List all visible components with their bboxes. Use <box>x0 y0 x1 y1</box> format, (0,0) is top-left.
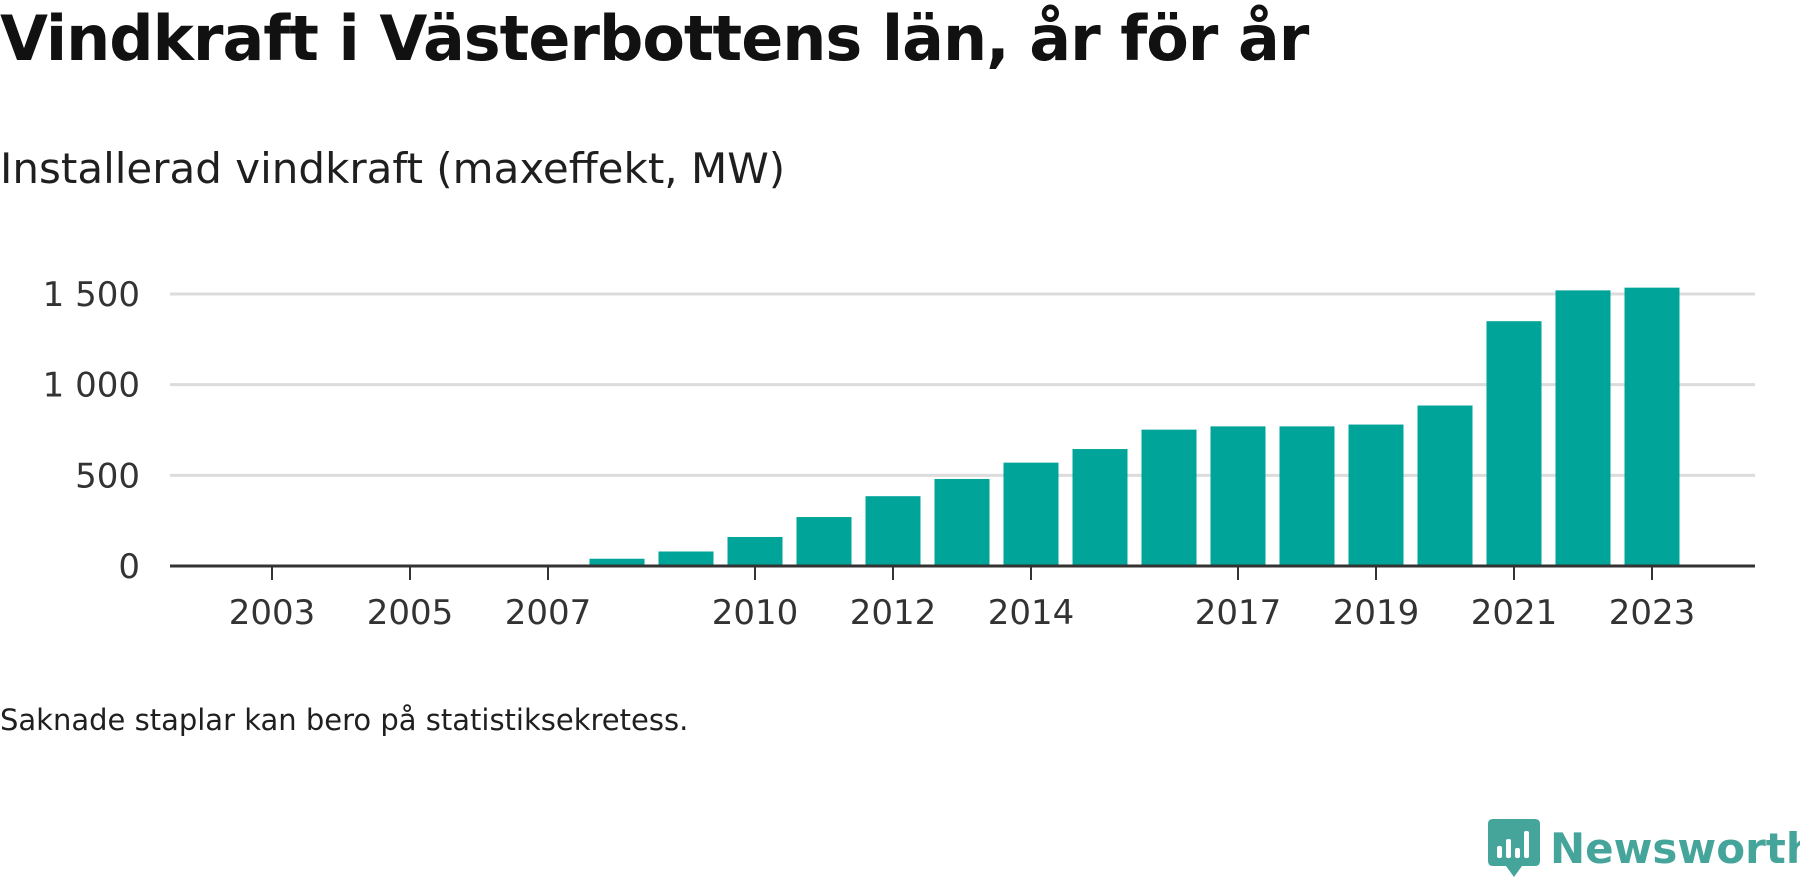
y-tick-label: 0 <box>118 547 140 587</box>
x-tick-label: 2014 <box>988 593 1075 633</box>
x-tick-label: 2003 <box>229 593 316 633</box>
bar-2013 <box>934 478 990 566</box>
bar-2008 <box>589 558 645 566</box>
bar-2009 <box>658 551 714 566</box>
brand-logo: Newsworthy <box>1488 819 1800 879</box>
bars <box>589 287 1680 566</box>
y-tick-label: 1 500 <box>43 275 140 315</box>
footnote: Saknade staplar kan bero på statistiksek… <box>0 703 689 737</box>
x-tick-label: 2005 <box>367 593 454 633</box>
bar-chart: 0 500 1 000 1 500 2003 2005 2007 2010 2012 2014 20… <box>43 275 1755 633</box>
brand-name: Newsworthy <box>1550 824 1800 873</box>
newsworthy-logo-icon <box>1488 819 1540 877</box>
y-tick-label: 500 <box>75 456 140 496</box>
bar-2012 <box>865 496 921 566</box>
tick-labels: 0 500 1 000 1 500 2003 2005 2007 2010 2012 2014 20… <box>43 275 1696 633</box>
x-tick-label: 2012 <box>850 593 937 633</box>
bar-2022 <box>1555 290 1611 566</box>
x-tick-label: 2017 <box>1195 593 1282 633</box>
bar-2019 <box>1348 424 1404 566</box>
chart-subtitle: Installerad vindkraft (maxeffekt, MW) <box>0 144 786 193</box>
x-tick-label: 2007 <box>505 593 592 633</box>
bar-2014 <box>1003 462 1059 566</box>
bar-2015 <box>1072 449 1128 566</box>
axes <box>170 564 1755 580</box>
y-tick-label: 1 000 <box>43 366 140 406</box>
bar-2011 <box>796 517 852 566</box>
bar-2018 <box>1279 426 1335 566</box>
bar-2010 <box>727 536 783 566</box>
x-tick-label: 2021 <box>1471 593 1558 633</box>
x-tick-label: 2023 <box>1609 593 1696 633</box>
bar-2017 <box>1210 426 1266 566</box>
bar-2020 <box>1417 405 1473 566</box>
bar-2016 <box>1141 429 1197 566</box>
chart-title: Vindkraft i Västerbottens län, år för år <box>0 2 1309 75</box>
bar-2023 <box>1624 287 1680 566</box>
bar-2021 <box>1486 321 1542 566</box>
x-tick-label: 2019 <box>1333 593 1420 633</box>
x-tick-label: 2010 <box>712 593 799 633</box>
